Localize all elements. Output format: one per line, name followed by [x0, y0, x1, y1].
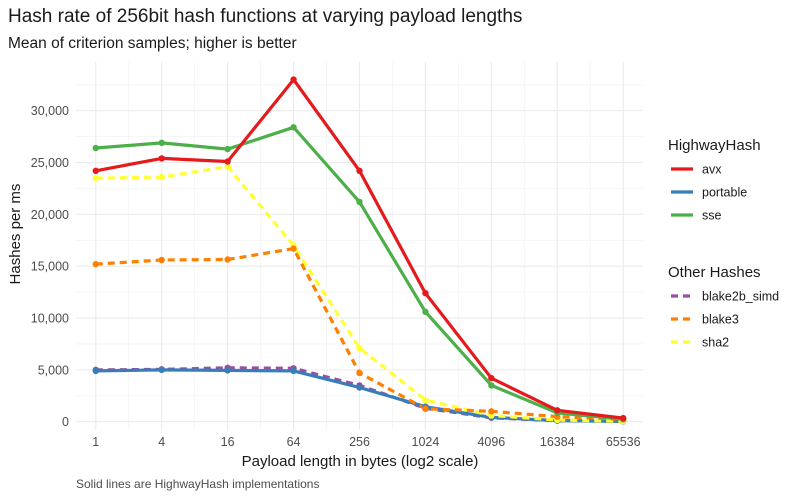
- y-tick-label: 20,000: [31, 208, 69, 222]
- data-point-blake3: [158, 256, 165, 264]
- data-point-sse: [356, 198, 363, 206]
- x-axis-ticks: 1 4 16 64 256 1024 4096 16384 65536: [92, 435, 640, 449]
- y-tick-label: 15,000: [31, 260, 69, 274]
- legend: HighwayHash avx portable sse Other Hashes bla…: [668, 137, 779, 350]
- legend-group-title: Other Hashes: [668, 264, 761, 281]
- y-axis-title: Hashes per ms: [7, 184, 24, 285]
- data-point-blake3: [488, 408, 495, 415]
- series-line-sha2: [95, 165, 624, 423]
- x-tick-label: 64: [287, 435, 301, 449]
- data-point-avx: [422, 289, 429, 297]
- y-tick-label: 10,000: [31, 312, 69, 326]
- data-point-avx: [554, 407, 561, 414]
- data-point-blake3: [92, 260, 99, 268]
- x-tick-label: 4096: [477, 435, 505, 449]
- data-point-avx: [92, 167, 99, 175]
- data-point-portable: [356, 384, 363, 391]
- data-point-sha2: [422, 396, 429, 404]
- data-point-blake3: [290, 245, 297, 252]
- data-point-sha2: [224, 163, 231, 170]
- data-point-avx: [158, 155, 165, 162]
- x-tick-label: 65536: [606, 435, 641, 449]
- data-point-sse: [224, 145, 231, 153]
- data-point-portable: [290, 367, 297, 375]
- x-axis-title: Payload length in bytes (log2 scale): [242, 453, 479, 470]
- legend-label-portable: portable: [702, 186, 747, 200]
- y-tick-label: 5,000: [38, 363, 69, 377]
- chart-caption: Solid lines are HighwayHash implementati…: [76, 477, 319, 491]
- x-tick-label: 1: [92, 435, 99, 449]
- y-tick-label: 30,000: [31, 104, 69, 118]
- data-point-sha2: [92, 174, 99, 182]
- data-point-portable: [224, 367, 231, 374]
- chart-title: Hash rate of 256bit hash functions at va…: [8, 6, 522, 27]
- data-point-sse: [92, 144, 99, 152]
- data-point-sha2: [356, 344, 363, 352]
- data-point-avx: [290, 76, 297, 83]
- data-point-sha2: [158, 173, 165, 181]
- legend-label-blake2b_simd: blake2b_simd: [702, 290, 779, 304]
- legend-label-avx: avx: [702, 163, 722, 177]
- legend-label-blake3: blake3: [702, 313, 739, 327]
- data-point-avx: [488, 374, 495, 382]
- x-tick-label: 16: [221, 435, 235, 449]
- y-tick-label: 0: [62, 415, 69, 429]
- data-point-blake3: [356, 369, 363, 377]
- data-point-avx: [224, 158, 231, 165]
- data-point-sse: [290, 124, 297, 131]
- legend-group-title: HighwayHash: [668, 137, 761, 154]
- y-axis-ticks: 0 5,000 10,000 15,000 20,000 25,000 30,000: [31, 104, 69, 429]
- data-point-sse: [158, 139, 165, 147]
- data-point-blake3: [422, 405, 429, 412]
- x-tick-label: 256: [349, 435, 370, 449]
- chart-subtitle: Mean of criterion samples; higher is bet…: [8, 35, 297, 52]
- grid-major: [76, 62, 643, 430]
- series-points: [92, 76, 627, 425]
- legend-label-sse: sse: [702, 209, 722, 223]
- legend-label-sha2: sha2: [702, 336, 729, 350]
- data-point-portable: [92, 367, 99, 375]
- y-tick-label: 25,000: [31, 156, 69, 170]
- data-point-blake3: [224, 256, 231, 263]
- x-tick-label: 1024: [412, 435, 440, 449]
- x-tick-label: 4: [158, 435, 165, 449]
- data-point-avx: [356, 167, 363, 175]
- data-point-sse: [488, 382, 495, 389]
- data-point-portable: [158, 366, 165, 374]
- x-tick-label: 16384: [540, 435, 575, 449]
- data-point-sse: [422, 308, 429, 316]
- data-point-avx: [620, 414, 627, 422]
